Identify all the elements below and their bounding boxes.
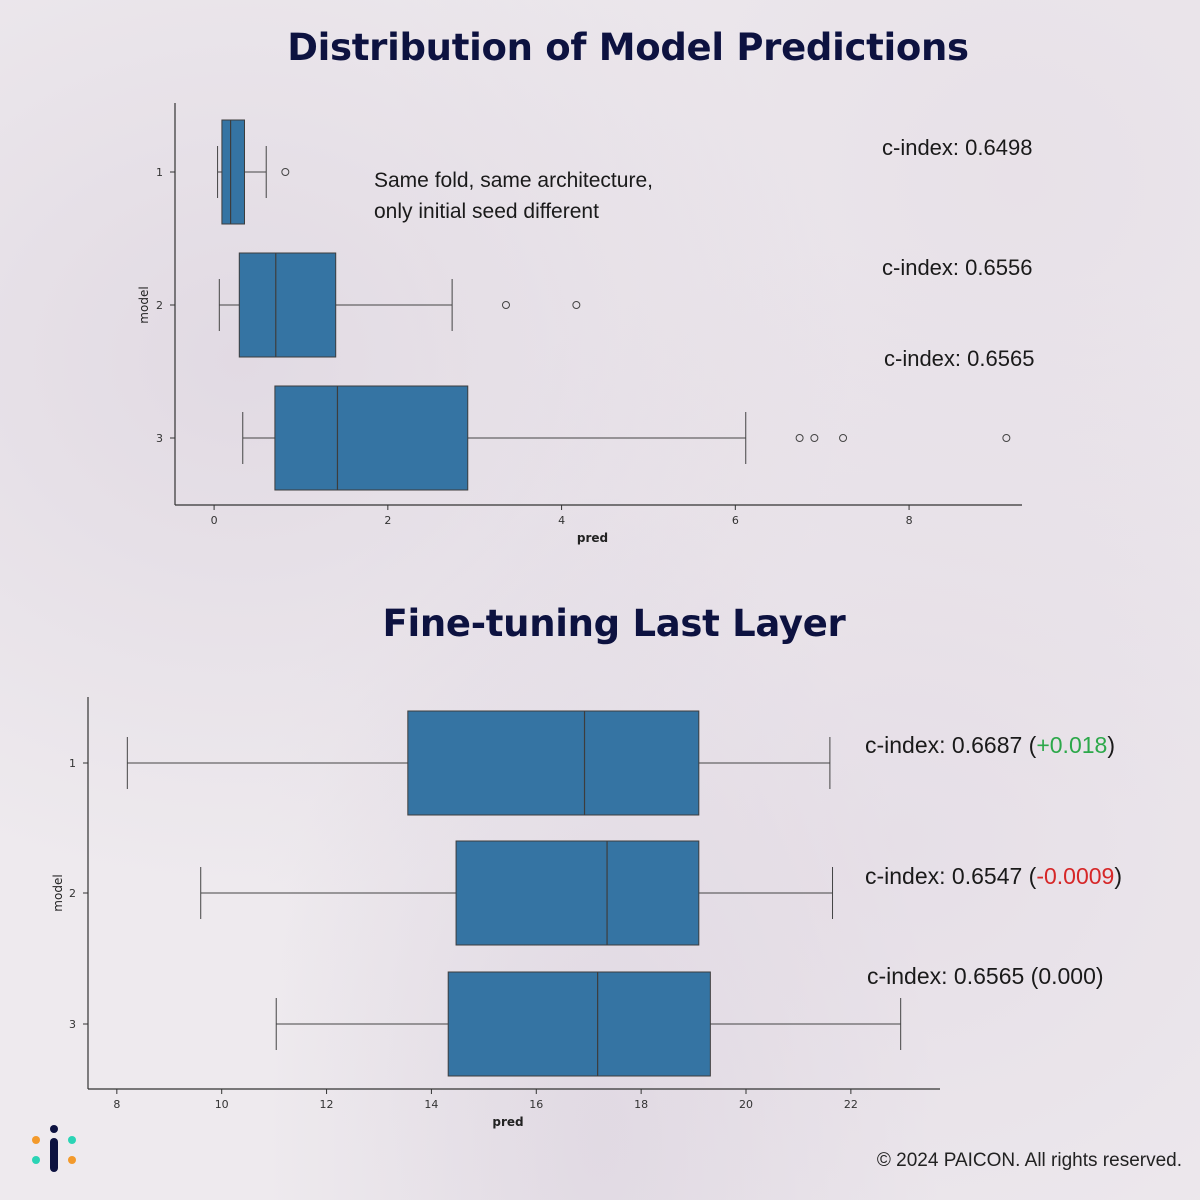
- chart-1-x-tick-label: 4: [558, 514, 565, 527]
- chart-1-box-2: [238, 252, 337, 358]
- chart-2-y-tick-label: 1: [69, 757, 76, 770]
- annotation-suffix: ): [1107, 732, 1115, 758]
- chart-1-annotation-note2: only initial seed different: [374, 200, 599, 223]
- chart-1-y-tick-label: 1: [156, 166, 163, 179]
- chart-2-x-tick-label: 14: [424, 1098, 438, 1111]
- chart-2-x-tick-label: 20: [739, 1098, 753, 1111]
- chart-1-y-tick-label: 3: [156, 432, 163, 445]
- chart-1-annotation-c2: c-index: 0.6556: [882, 255, 1032, 280]
- chart-2-x-tick-label: 10: [215, 1098, 229, 1111]
- chart-2-y-tick-label: 2: [69, 887, 76, 900]
- chart-1-annotation-c3: c-index: 0.6565: [884, 346, 1034, 371]
- chart-1-outlier-point: [795, 434, 804, 442]
- chart-1-x-axis-label: pred: [577, 531, 608, 545]
- chart-1-plot: 0 2 4 6 8 pred model 1 2 3 c-index: 0.6498 c-index:…: [137, 103, 1034, 545]
- chart-1-title: Distribution of Model Predictions: [287, 26, 969, 69]
- annotation-prefix: c-index: 0.6565 (: [867, 963, 1039, 989]
- chart-1-outlier-point: [1002, 434, 1011, 442]
- chart-1-box-3: [274, 385, 469, 491]
- chart-2-x-tick-label: 8: [113, 1098, 120, 1111]
- annotation-suffix: ): [1096, 963, 1104, 989]
- chart-1-annotation-c1: c-index: 0.6498: [882, 135, 1032, 160]
- annotation-prefix: c-index: 0.6687 (: [865, 732, 1037, 758]
- chart-2-box-1: [407, 710, 700, 816]
- chart-2-title: Fine-tuning Last Layer: [382, 602, 846, 645]
- chart-1-y-tick-label: 2: [156, 299, 163, 312]
- chart-2-x-axis-label: pred: [492, 1115, 523, 1129]
- paicon-logo-icon: [32, 1125, 76, 1172]
- chart-1-x-tick-label: 8: [906, 514, 913, 527]
- chart-1-outlier-point: [839, 434, 848, 442]
- chart-2-annotation-c2: c-index: 0.6547 (-0.0009): [865, 863, 1122, 889]
- chart-2-x-tick-label: 18: [634, 1098, 648, 1111]
- chart-1-annotation-note1: Same fold, same architecture,: [374, 169, 653, 192]
- chart-1-outlier-point: [281, 168, 290, 176]
- annotation-suffix: ): [1114, 863, 1122, 889]
- chart-1-outlier-point: [810, 434, 819, 442]
- chart-2-box-2: [455, 840, 700, 946]
- chart-1-box-1: [221, 119, 245, 225]
- chart-1-x-tick-label: 0: [211, 514, 218, 527]
- annotation-delta: +0.018: [1036, 732, 1107, 758]
- chart-2-x-tick-label: 22: [844, 1098, 858, 1111]
- annotation-prefix: c-index: 0.6547 (: [865, 863, 1037, 889]
- chart-2-box-3: [447, 971, 711, 1077]
- copyright-text: © 2024 PAICON. All rights reserved.: [876, 1150, 1182, 1171]
- chart-2-y-axis-label: model: [51, 874, 65, 911]
- chart-1-x-tick-label: 6: [732, 514, 739, 527]
- annotation-delta: -0.0009: [1036, 863, 1114, 889]
- chart-2-x-tick-label: 12: [320, 1098, 334, 1111]
- chart-1-outlier-point: [501, 301, 510, 309]
- chart-1-x-tick-label: 2: [384, 514, 391, 527]
- annotation-delta: 0.000: [1038, 963, 1096, 989]
- chart-2-x-tick-label: 16: [529, 1098, 543, 1111]
- chart-2-annotation-c1: c-index: 0.6687 (+0.018): [865, 732, 1115, 758]
- chart-1-y-axis-label: model: [137, 286, 151, 323]
- chart-2-annotation-c3: c-index: 0.6565 (0.000): [867, 963, 1104, 989]
- chart-1-outlier-point: [572, 301, 581, 309]
- chart-2-y-tick-label: 3: [69, 1018, 76, 1031]
